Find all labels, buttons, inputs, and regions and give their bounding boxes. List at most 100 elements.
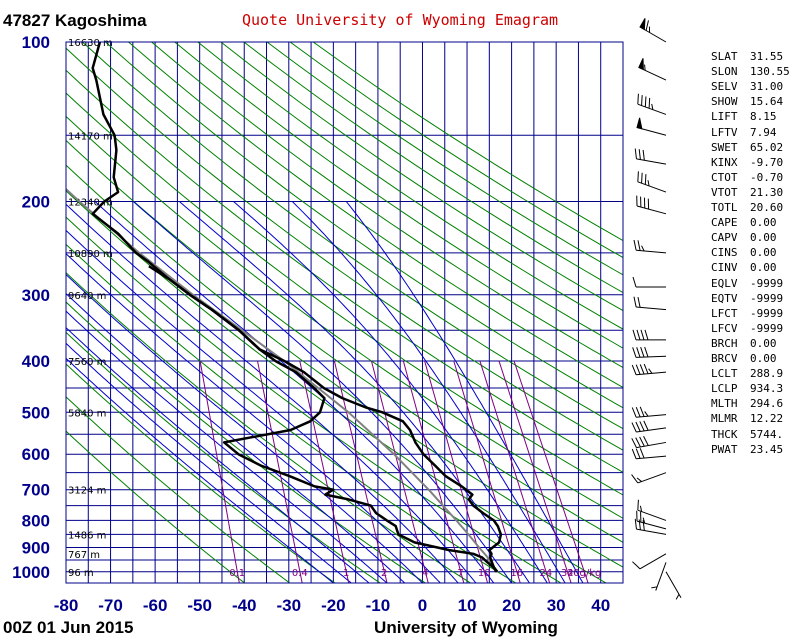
stat-value: -9999 [750, 291, 784, 305]
stat-key: THCK [711, 427, 738, 441]
dry-adiabat [174, 42, 623, 349]
stat-value: 934.3 [750, 382, 784, 396]
moist-adiabat [66, 310, 388, 583]
stat-key: LFCT [711, 306, 738, 320]
x-tick-label: -10 [366, 596, 391, 615]
wind-barb [634, 148, 667, 165]
height-label: 1486 m [68, 530, 106, 541]
x-tick-label: 30 [547, 596, 566, 615]
wind-barb [634, 518, 667, 535]
mixing-ratio-label: 7 [457, 568, 463, 579]
wind-barb [665, 571, 682, 600]
dry-adiabat [105, 42, 623, 409]
y-tick-label: 600 [22, 445, 50, 464]
stat-value: 0.00 [750, 261, 777, 275]
mixing-ratio-line [453, 360, 521, 583]
wind-barb [631, 420, 667, 433]
x-tick-label: -30 [277, 596, 302, 615]
mixing-ratio-line [370, 360, 429, 583]
dry-adiabat [66, 47, 623, 451]
height-label: 3124 m [68, 486, 106, 497]
stat-value: 288.9 [750, 367, 784, 381]
moist-adiabat [94, 201, 495, 583]
temperature-trace [91, 42, 503, 573]
wind-barb [637, 93, 667, 115]
stat-key: SLAT [711, 50, 738, 63]
mixing-ratio-line [479, 360, 551, 583]
stat-value: 31.00 [750, 80, 784, 94]
mixing-ratio-label: 24 [540, 568, 553, 579]
mixing-ratio-label: 4 [422, 568, 428, 579]
mixing-ratio-line [402, 360, 465, 583]
stat-value: 15.64 [750, 95, 784, 109]
stat-value: -9999 [750, 321, 784, 335]
stat-key: MLTH [711, 397, 738, 411]
stat-value: -9.70 [750, 155, 784, 169]
height-labels: 16630 m 14170 m 12340 m 10890 m 9640 m 7560 m… [68, 38, 113, 579]
stat-key: LCLT [711, 367, 738, 381]
wind-barb [633, 296, 667, 311]
moist-adiabat [66, 252, 441, 583]
dry-adiabat [66, 69, 623, 473]
dry-adiabat [66, 115, 623, 519]
stat-key: SWET [711, 140, 738, 154]
dry-adiabat [66, 243, 516, 583]
moist-adiabat [66, 229, 459, 583]
dry-adiabats [66, 42, 623, 583]
height-label: 767 m [68, 550, 100, 561]
dry-adiabat [151, 42, 623, 369]
dewpoint-trace [148, 265, 498, 573]
wind-barb [633, 239, 667, 254]
wind-barb [638, 58, 667, 81]
height-label: 14170 m [68, 131, 113, 142]
stat-key: SLON [711, 65, 738, 79]
moist-adiabat [66, 326, 370, 583]
profile-lines [66, 42, 503, 573]
moist-adiabat [66, 342, 352, 583]
dry-adiabat [266, 42, 623, 276]
x-tick-label: 20 [502, 596, 521, 615]
stat-key: CINS [711, 246, 738, 260]
height-label: 9640 m [68, 291, 106, 302]
height-label: 5840 m [68, 408, 106, 419]
station-label: 47827 Kagoshima [3, 11, 147, 30]
footer-institution: University of Wyoming [374, 618, 558, 637]
mixing-ratio-line [199, 360, 240, 583]
stat-key: CINV [711, 261, 738, 275]
wind-barb [631, 363, 667, 376]
wind-barb [637, 499, 667, 521]
stat-value: 23.45 [750, 442, 784, 456]
mixing-ratio-label: 0.1 [229, 568, 245, 579]
stat-key: LCLP [711, 382, 738, 396]
mixing-ratio-line [333, 360, 388, 583]
stat-key: LIFT [711, 110, 738, 124]
parcel-trace [66, 187, 499, 573]
stat-value: 0.00 [750, 231, 777, 245]
y-tick-label: 1000 [12, 563, 50, 582]
x-tick-label: -70 [98, 596, 123, 615]
x-tick-label: -60 [143, 596, 168, 615]
dry-adiabat [66, 396, 291, 583]
wind-barb [636, 195, 667, 215]
stat-key: LFCV [711, 321, 738, 335]
height-label: 16630 m [68, 38, 113, 49]
dry-adiabat [66, 92, 623, 496]
wind-barbs [631, 18, 682, 600]
moist-adiabat [233, 201, 548, 583]
y-tick-label: 300 [22, 286, 50, 305]
wind-barb [632, 346, 667, 358]
stat-value: 0.00 [750, 336, 777, 350]
mixing-ratio-label: 2 [381, 568, 387, 579]
stat-key: MLMR [711, 412, 738, 426]
dry-adiabat [66, 430, 245, 583]
mixing-ratio-label: 10 [478, 568, 491, 579]
y-tick-label: 800 [22, 511, 50, 530]
x-tick-label: -80 [54, 596, 79, 615]
moist-adiabat [66, 273, 423, 583]
y-tick-label: 100 [22, 33, 50, 52]
stat-value: 0.00 [750, 216, 777, 230]
stat-value: 0.00 [750, 246, 777, 260]
x-axis-ticks: -80 -70 -60 -50 -40 -30 -20 -10 0 10 20 30 40 [54, 596, 610, 615]
